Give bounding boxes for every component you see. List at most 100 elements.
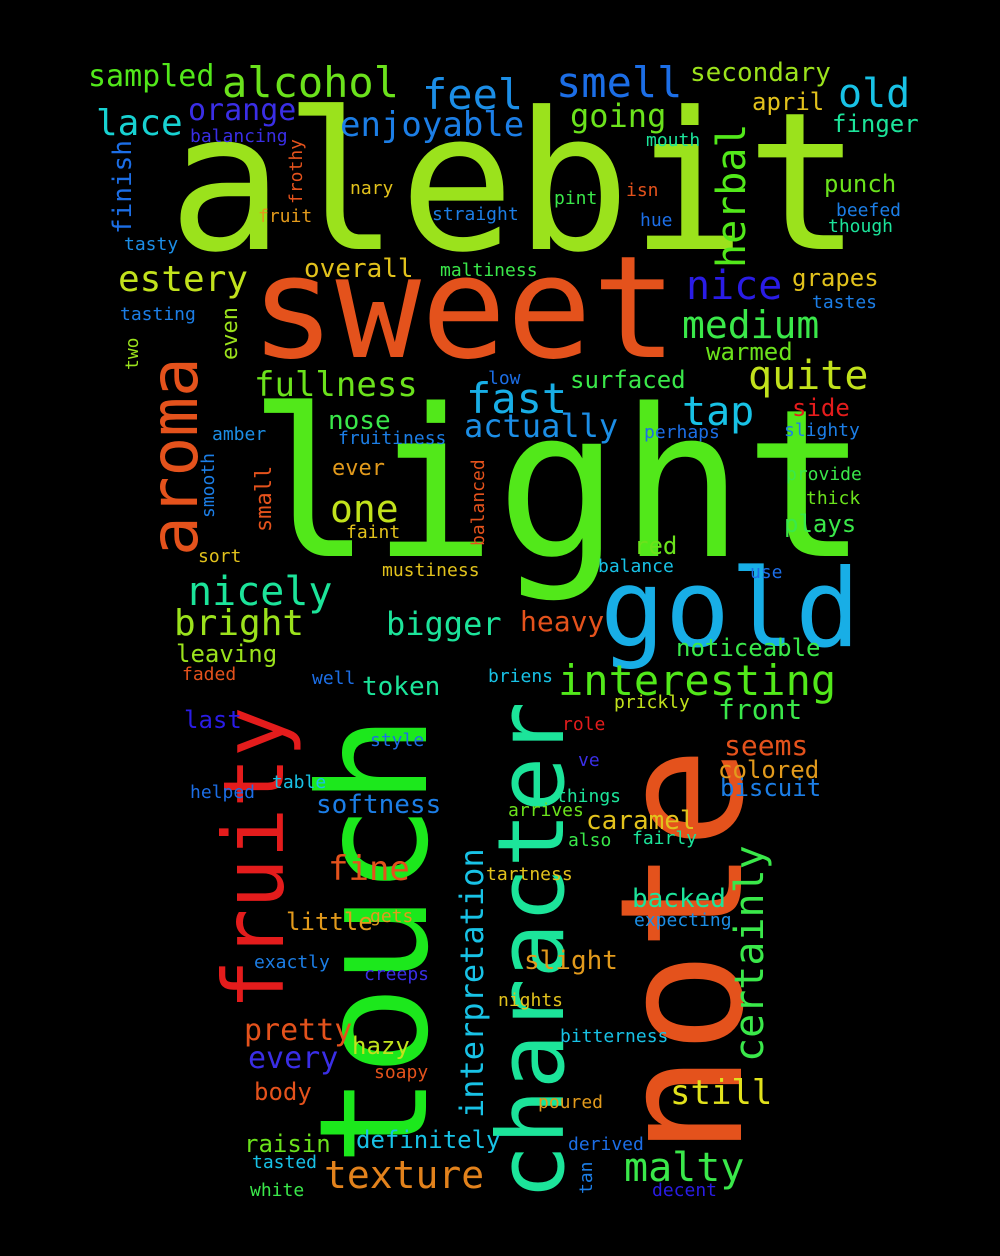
word: isn: [626, 180, 659, 201]
word: two: [122, 337, 143, 370]
word: sweet: [250, 226, 678, 391]
word: fairly: [632, 828, 698, 849]
word: straight: [432, 204, 519, 225]
word: derived: [568, 1134, 644, 1155]
word: slighty: [784, 420, 860, 441]
word: estery: [118, 259, 249, 300]
word: decent: [652, 1180, 718, 1201]
word: plays: [784, 510, 857, 538]
word: hazy: [352, 1032, 410, 1060]
word: little: [286, 908, 373, 936]
word: tap: [682, 389, 755, 435]
word: certainly: [727, 845, 773, 1062]
word: secondary: [690, 58, 831, 88]
word: maltiness: [440, 260, 538, 281]
word: helped: [190, 782, 256, 803]
word: texture: [324, 1153, 485, 1197]
word: creeps: [364, 964, 430, 985]
word: though: [828, 216, 894, 237]
word: poured: [538, 1092, 604, 1113]
word: well: [312, 668, 356, 689]
word: briens: [488, 666, 554, 687]
word: leaving: [176, 640, 278, 668]
word: smooth: [198, 452, 219, 518]
word: raisin: [244, 1130, 331, 1158]
word: finish: [108, 140, 138, 234]
word: tasty: [124, 234, 179, 255]
word: tasted: [252, 1152, 318, 1173]
word: even: [218, 307, 243, 360]
word: interesting: [558, 656, 837, 705]
word: enjoyable: [340, 105, 525, 145]
word: expecting: [634, 910, 732, 931]
word: nary: [350, 178, 394, 199]
word: alebit: [168, 72, 862, 295]
word: balance: [598, 556, 674, 577]
word: front: [718, 693, 803, 726]
word: body: [254, 1078, 312, 1106]
word: nights: [498, 990, 564, 1011]
word: malty: [624, 1145, 745, 1191]
word: going: [570, 97, 667, 135]
word: last: [184, 706, 242, 734]
word: frothy: [286, 138, 307, 204]
word: mouth: [646, 130, 701, 151]
word: lace: [96, 103, 183, 144]
word: backed: [632, 884, 726, 914]
word: use: [750, 562, 783, 583]
word: light: [248, 365, 869, 605]
word: faint: [346, 522, 401, 543]
word: pint: [554, 188, 598, 209]
word: fine: [328, 849, 410, 889]
word: ever: [332, 456, 385, 481]
word: table: [272, 772, 327, 793]
word: noticeable: [676, 634, 821, 662]
word: amber: [212, 424, 267, 445]
word: nice: [686, 263, 783, 309]
word: hue: [640, 210, 673, 231]
word: fruitiness: [338, 428, 447, 449]
word: side: [792, 394, 850, 422]
word: mustiness: [382, 560, 480, 581]
word: one: [330, 487, 399, 531]
word: april: [752, 88, 825, 116]
word: nicely: [188, 569, 333, 615]
word: tartness: [486, 864, 573, 885]
word: sort: [198, 546, 242, 567]
word: provide: [786, 464, 862, 485]
word: bright: [174, 603, 305, 644]
word: bigger: [386, 605, 502, 643]
word: punch: [824, 170, 897, 198]
word: old: [838, 71, 911, 117]
word: definitely: [356, 1126, 501, 1154]
word: grapes: [792, 264, 879, 292]
word: colored: [718, 756, 820, 784]
word: fullness: [254, 365, 418, 405]
word: prickly: [614, 692, 690, 713]
word: orange: [188, 93, 297, 128]
word: softness: [316, 790, 442, 820]
word: sampled: [88, 59, 215, 94]
word: gold: [600, 547, 861, 672]
word: white: [250, 1180, 305, 1201]
word: smell: [556, 58, 683, 107]
word: exactly: [254, 952, 330, 973]
word: alcohol: [222, 58, 400, 107]
word: small: [252, 465, 277, 532]
word: feel: [422, 70, 524, 119]
word: bitterness: [560, 1026, 669, 1047]
word: heavy: [520, 605, 605, 638]
word: still: [670, 1073, 773, 1113]
word: interpretation: [453, 848, 491, 1118]
word: tan: [576, 1161, 597, 1194]
word: token: [362, 672, 441, 702]
word: fast: [466, 374, 568, 423]
word: faded: [182, 664, 237, 685]
word: thick: [806, 488, 861, 509]
word: role: [562, 714, 606, 735]
word: balanced: [468, 459, 489, 546]
word: warmed: [706, 338, 793, 366]
word: things: [556, 786, 622, 807]
word: finger: [832, 110, 919, 138]
